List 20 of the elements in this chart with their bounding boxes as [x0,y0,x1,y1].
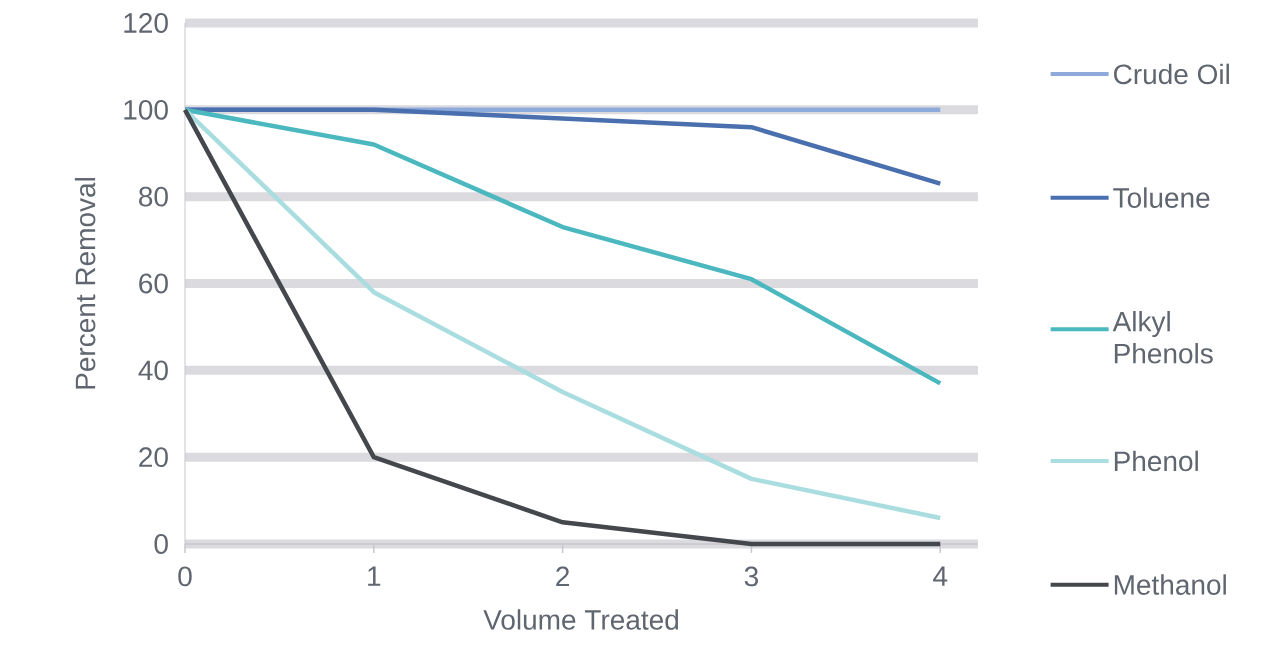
x-axis-title: Volume Treated [483,609,678,630]
y-tick-label: 100 [124,99,168,120]
y-tick-label: 120 [124,13,168,33]
y-tick-label: 20 [139,447,168,468]
legend-label: Alkyl Phenols [1112,310,1213,364]
x-tick-label: 2 [556,566,570,587]
y-axis-title: Percent Removal [74,178,96,389]
line-series [182,107,943,386]
x-tick-label: 1 [368,566,381,586]
x-tick-label: 0 [178,566,192,587]
legend-label: Crude Oil [1114,63,1229,85]
x-tick-label: 4 [933,566,948,586]
y-tick-label: 0 [154,534,168,554]
legend-label: Toluene [1113,187,1210,208]
y-tick-label: 80 [139,186,168,207]
y-tick-label: 60 [139,273,168,294]
legend-label: Phenol [1114,450,1198,472]
legend-label: Methanol [1114,574,1226,595]
y-tick-label: 40 [138,360,168,381]
x-tick-label: 3 [744,566,758,587]
